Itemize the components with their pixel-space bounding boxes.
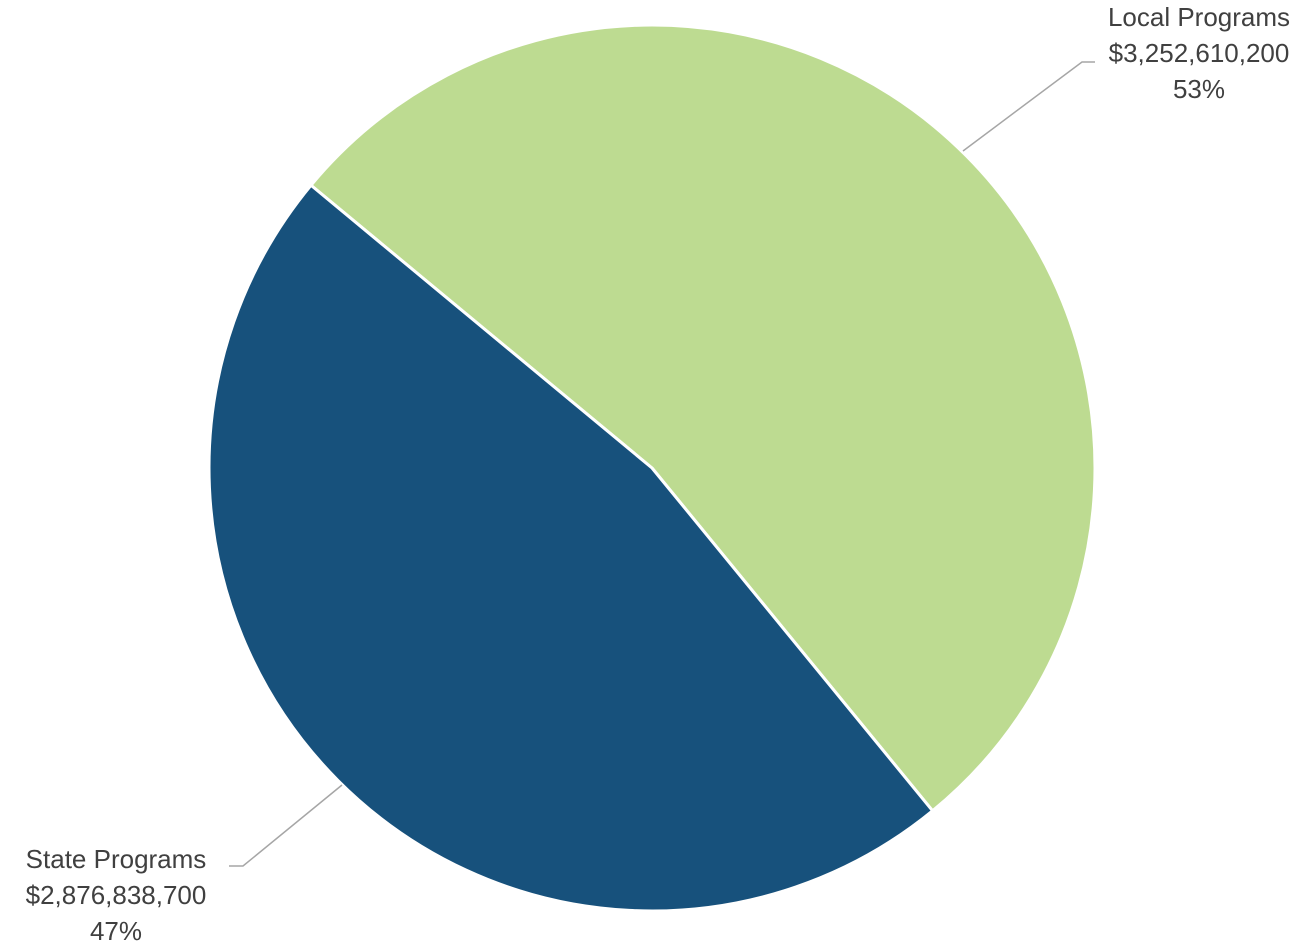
slice-percent-local-programs: 53% <box>1173 74 1225 104</box>
slice-value-state-programs: $2,876,838,700 <box>26 880 207 910</box>
slice-percent-state-programs: 47% <box>90 916 142 946</box>
slice-label-local-programs: Local Programs $3,252,610,200 53% <box>1108 2 1290 104</box>
slice-value-local-programs: $3,252,610,200 <box>1109 38 1290 68</box>
slice-name-local-programs: Local Programs <box>1108 2 1290 32</box>
leader-line-local-programs <box>962 61 1095 152</box>
slice-name-state-programs: State Programs <box>26 844 207 874</box>
leader-lines <box>229 61 1095 867</box>
slice-label-state-programs: State Programs $2,876,838,700 47% <box>26 844 207 946</box>
leader-line-state-programs <box>229 784 343 867</box>
pie-slices <box>207 23 1097 913</box>
pie-slice-state-programs <box>207 183 935 913</box>
pie-slice-local-programs <box>309 23 1097 813</box>
